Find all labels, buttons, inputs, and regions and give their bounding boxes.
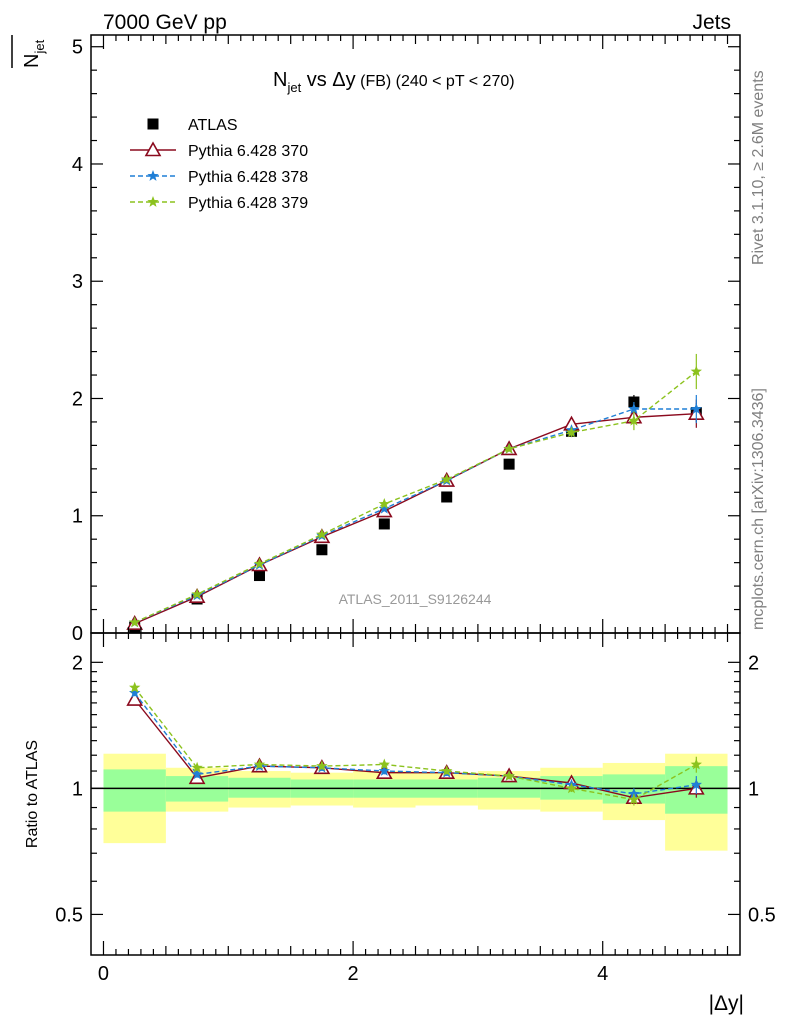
bottom-panel: 0.5 0.5 1 1 2 2 0 2 4 <box>55 632 776 985</box>
legend: ATLAS Pythia 6.428 370 Pythia 6.428 378 Pyt… <box>130 117 308 212</box>
legend-item-p378: Pythia 6.428 378 <box>130 169 308 186</box>
ratio-point-p379 <box>441 765 453 776</box>
bottom-ylabel: Ratio to ATLAS <box>24 740 41 848</box>
legend-marker-p370 <box>144 141 162 157</box>
top-ylabel-sub: jet <box>32 39 47 54</box>
x-tick-label: 4 <box>597 963 608 985</box>
ratio-point-p378 <box>129 687 141 698</box>
plot-title-range: (240 < pT < 270) <box>391 73 514 90</box>
point-p379 <box>191 588 203 600</box>
ratio-point-p379 <box>253 758 266 770</box>
point-p378 <box>690 403 702 414</box>
legend-marker-p379 <box>147 196 159 207</box>
point-p378 <box>628 403 640 414</box>
ratio-point-p379 <box>316 760 328 771</box>
series-p379 <box>129 353 702 628</box>
analysis-watermark: ATLAS_2011_S9126244 <box>339 591 492 607</box>
y-tick-label: 1 <box>72 506 83 528</box>
header-right: Jets <box>692 11 731 34</box>
legend-item-p370: Pythia 6.428 370 <box>130 141 308 160</box>
point-data <box>316 544 328 556</box>
plot-title-main: N <box>273 69 287 91</box>
point-data <box>503 458 515 470</box>
ratio-y-tick-label-right: 2 <box>748 652 759 674</box>
y-tick-label: 0 <box>72 623 83 645</box>
top-ticks: 0 1 2 3 4 5 <box>72 35 740 645</box>
x-tick-label: 0 <box>98 963 109 985</box>
bottom-plot-content <box>91 681 740 851</box>
legend-marker-p378 <box>147 170 159 181</box>
plot-title-rest: vs Δy <box>301 69 355 91</box>
series-line-p378 <box>134 408 697 624</box>
point-p379 <box>565 426 578 438</box>
ratio-point-p379 <box>503 770 515 781</box>
point-data <box>378 518 390 530</box>
top-plot-content <box>126 353 705 633</box>
point-p379 <box>503 442 515 454</box>
rivet-label: Rivet 3.1.10, ≥ 2.6M events <box>750 70 767 265</box>
ratio-point-p378 <box>378 765 390 776</box>
point-p379 <box>378 498 390 509</box>
legend-marker-data <box>147 118 159 130</box>
ratio-point-p379 <box>378 758 390 770</box>
legend-label-p370: Pythia 6.428 370 <box>188 143 308 160</box>
ratio-point-p379 <box>129 681 141 693</box>
legend-label-p378: Pythia 6.428 378 <box>188 169 308 186</box>
point-p379 <box>316 528 328 540</box>
header-left: 7000 GeV pp <box>103 11 227 34</box>
legend-label-data: ATLAS <box>188 117 238 134</box>
bottom-ticks: 0.5 0.5 1 1 2 2 0 2 4 <box>55 633 776 985</box>
ratio-y-tick-label: 0.5 <box>55 904 83 926</box>
ratio-point-p379 <box>565 782 578 794</box>
point-p379 <box>690 365 702 377</box>
mcplots-label: mcplots.cern.ch [arXiv:1306.3436] <box>750 388 767 630</box>
legend-item-data: ATLAS <box>147 117 238 134</box>
plot-title: Njet vs Δy (FB) (240 < pT < 270) <box>273 69 515 95</box>
top-ylabel: Njet <box>11 35 47 68</box>
point-p379 <box>628 414 640 426</box>
x-tick-label: 2 <box>348 963 359 985</box>
point-data <box>253 570 265 582</box>
band-inner <box>103 769 166 812</box>
point-p378 <box>378 502 390 514</box>
ratio-y-tick-label: 1 <box>72 778 83 800</box>
legend-label-p379: Pythia 6.428 379 <box>188 195 308 212</box>
ratio-series-p379 <box>129 681 702 806</box>
y-tick-label: 2 <box>72 388 83 410</box>
plot-title-sub: jet <box>286 80 301 95</box>
ratio-line-p379 <box>134 687 697 801</box>
point-p379 <box>441 473 453 485</box>
y-tick-label: 3 <box>72 271 83 293</box>
point-p379 <box>253 557 266 569</box>
point-data <box>441 491 453 503</box>
top-ylabel-text: Njet <box>21 39 47 68</box>
ratio-point-p378 <box>628 787 640 799</box>
legend-item-p379: Pythia 6.428 379 <box>130 195 308 212</box>
y-tick-label: 5 <box>72 37 83 59</box>
point-p379 <box>129 616 141 628</box>
ratio-point-p379 <box>191 761 203 773</box>
ratio-point-p370 <box>126 690 144 706</box>
ratio-line-p378 <box>134 692 697 795</box>
plot-title-small: (FB) <box>356 73 392 90</box>
ratio-y-tick-label-right: 1 <box>748 778 759 800</box>
series-line-p370 <box>134 413 697 625</box>
ratio-line-p370 <box>134 699 697 799</box>
ratio-point-p378 <box>191 768 203 780</box>
ratio-point-p379 <box>628 793 640 805</box>
xlabel: |Δy| <box>709 992 744 1015</box>
ratio-point-p378 <box>690 778 702 790</box>
ratio-point-p379 <box>690 758 702 770</box>
ratio-y-tick-label: 2 <box>72 652 83 674</box>
y-tick-label: 4 <box>72 154 83 176</box>
ratio-y-tick-label-right: 0.5 <box>748 904 776 926</box>
